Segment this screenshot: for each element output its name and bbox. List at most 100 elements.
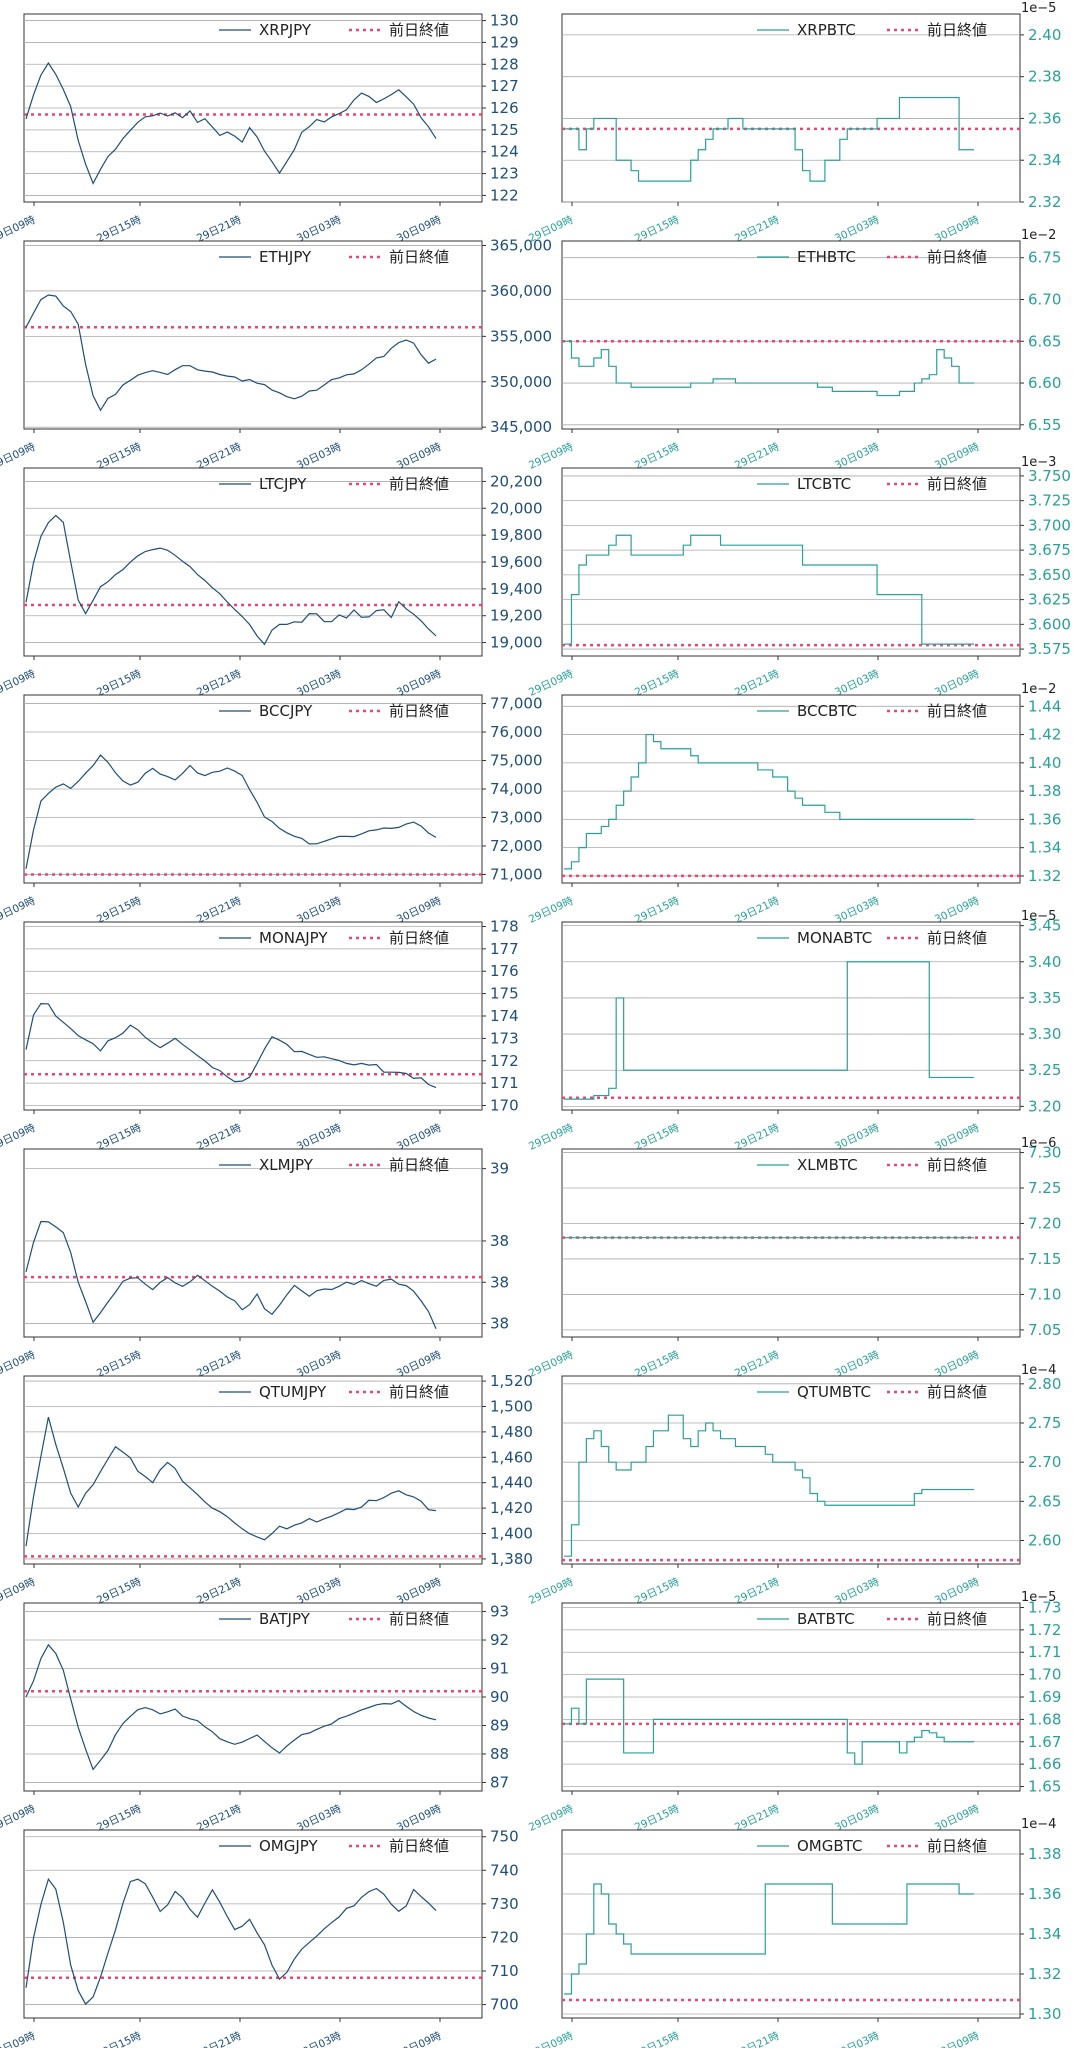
chart-svg: 71,000 72,000 73,000 74,000 75,000 76,000 77,0…	[0, 694, 543, 926]
y-tick-label: 19,200	[490, 607, 543, 625]
y-tick-label: 1.68	[1028, 1710, 1061, 1728]
plot-frame	[23, 240, 483, 430]
series-line	[564, 733, 974, 870]
legend-label: XLMBTC	[797, 1156, 858, 1174]
y-tick-label: 1,480	[490, 1423, 533, 1441]
y-tick-label: 72,000	[490, 837, 543, 855]
series-line	[25, 61, 437, 185]
series-line	[564, 340, 974, 397]
legend-ref-label: 前日終値	[389, 929, 449, 947]
y-tick-label: 2.65	[1028, 1492, 1061, 1510]
y-tick-label: 38	[490, 1232, 509, 1250]
y-tick-label: 2.40	[1028, 26, 1061, 44]
y-tick-label: 3.40	[1028, 953, 1061, 971]
y-tick-label: 720	[490, 1928, 519, 1946]
y-tick-label: 3.575	[1028, 640, 1071, 658]
y-tick-label: 123	[490, 165, 519, 183]
y-tick-label: 3.45	[1028, 917, 1061, 935]
chart-panel-xlmbtc: 7.05 7.10 7.15 7.20 7.25 7.30 1e−6 29日09時 29日15時…	[527, 1136, 1073, 1380]
y-tick-label: 2.80	[1028, 1375, 1061, 1393]
chart-svg: 700 710 720 730 740 750 29日09時 29日15時 29日21時 30日0…	[0, 1828, 519, 2048]
y-tick-label: 3.650	[1028, 566, 1071, 584]
x-tick-label: 29日15時	[633, 2030, 682, 2048]
y-tick-label: 19,400	[490, 580, 543, 598]
legend-label: XRPJPY	[259, 21, 312, 39]
y-tick-label: 7.30	[1028, 1144, 1061, 1162]
y-tick-label: 88	[490, 1745, 509, 1763]
chart-panel-ethbtc: 6.55 6.60 6.65 6.70 6.75 1e−2 29日09時 29日15時 29日2…	[527, 228, 1073, 472]
legend-label: BCCBTC	[797, 702, 857, 720]
y-tick-label: 1.32	[1028, 1965, 1061, 1983]
y-tick-label: 1.66	[1028, 1755, 1061, 1773]
series-line	[25, 1220, 437, 1329]
y-tick-label: 1.38	[1028, 1845, 1061, 1863]
y-tick-label: 730	[490, 1895, 519, 1913]
legend-ref-label: 前日終値	[389, 1837, 449, 1855]
y-tick-label: 2.75	[1028, 1414, 1061, 1432]
legend-label: LTCBTC	[797, 475, 851, 493]
y-tick-label: 93	[490, 1603, 509, 1621]
axis-multiplier: 1e−4	[1021, 1817, 1056, 1832]
plot-frame	[561, 467, 1021, 657]
x-tick-label: 30日09時	[933, 2030, 982, 2048]
legend-ref-label: 前日終値	[389, 248, 449, 266]
chart-panel-ltcjpy: 19,000 19,200 19,400 19,600 19,800 20,000 20,2…	[0, 456, 543, 699]
plot-frame	[23, 1829, 483, 2019]
plot-frame	[561, 1829, 1021, 2019]
y-tick-label: 130	[490, 12, 519, 30]
plot-frame	[561, 694, 1021, 884]
y-tick-label: 3.625	[1028, 591, 1071, 609]
legend-ref-label: 前日終値	[927, 1610, 987, 1628]
plot-frame	[561, 240, 1021, 430]
y-tick-label: 2.70	[1028, 1453, 1061, 1471]
legend-label: MONABTC	[797, 929, 872, 947]
y-tick-label: 1.42	[1028, 726, 1061, 744]
y-tick-label: 1.73	[1028, 1598, 1061, 1616]
legend-ref-label: 前日終値	[389, 1610, 449, 1628]
axis-multiplier: 1e−2	[1021, 682, 1056, 697]
y-tick-label: 92	[490, 1631, 509, 1649]
y-tick-label: 38	[490, 1315, 509, 1333]
chart-panel-qtumbtc: 2.60 2.65 2.70 2.75 2.80 1e−4 29日09時 29日15時 29日2…	[527, 1363, 1073, 1607]
x-tick-label: 30日03時	[295, 2030, 344, 2048]
y-tick-label: 1,420	[490, 1499, 533, 1517]
legend-label: LTCJPY	[259, 475, 307, 493]
y-tick-label: 1.44	[1028, 697, 1061, 715]
y-tick-label: 3.600	[1028, 615, 1071, 633]
legend-label: ETHBTC	[797, 248, 856, 266]
chart-panel-xlmjpy: 38 38 38 39 29日09時 29日15時 29日21時 30日03時 30日09時 XL…	[0, 1137, 539, 1380]
y-tick-label: 176	[490, 962, 519, 980]
legend-ref-label: 前日終値	[389, 702, 449, 720]
x-tick-label: 29日21時	[195, 2030, 244, 2048]
legend-label: ETHJPY	[259, 248, 312, 266]
y-tick-label: 3.25	[1028, 1061, 1061, 1079]
legend-ref-label: 前日終値	[389, 1383, 449, 1401]
chart-panel-batjpy: 87 88 89 90 91 92 93 29日09時 29日15時 29日21時 30日03時 30…	[0, 1591, 539, 1834]
y-tick-label: 710	[490, 1962, 519, 1980]
y-tick-label: 1,400	[490, 1525, 533, 1543]
axis-multiplier: 1e−5	[1021, 1, 1056, 16]
y-tick-label: 1.67	[1028, 1733, 1061, 1751]
y-tick-label: 174	[490, 1007, 519, 1025]
legend-ref-label: 前日終値	[927, 1383, 987, 1401]
y-tick-label: 7.05	[1028, 1321, 1061, 1339]
legend-ref-label: 前日終値	[927, 1156, 987, 1174]
series-line	[25, 1877, 437, 2006]
legend-label: MONAJPY	[259, 929, 328, 947]
plot-frame	[561, 921, 1021, 1111]
y-tick-label: 19,000	[490, 634, 543, 652]
series-line	[25, 1416, 437, 1547]
y-tick-label: 350,000	[490, 373, 552, 391]
series-line	[564, 961, 974, 1100]
y-tick-label: 20,200	[490, 472, 543, 490]
y-tick-label: 124	[490, 143, 519, 161]
y-tick-label: 6.55	[1028, 416, 1061, 434]
legend-ref-label: 前日終値	[927, 929, 987, 947]
y-tick-label: 3.725	[1028, 492, 1071, 510]
